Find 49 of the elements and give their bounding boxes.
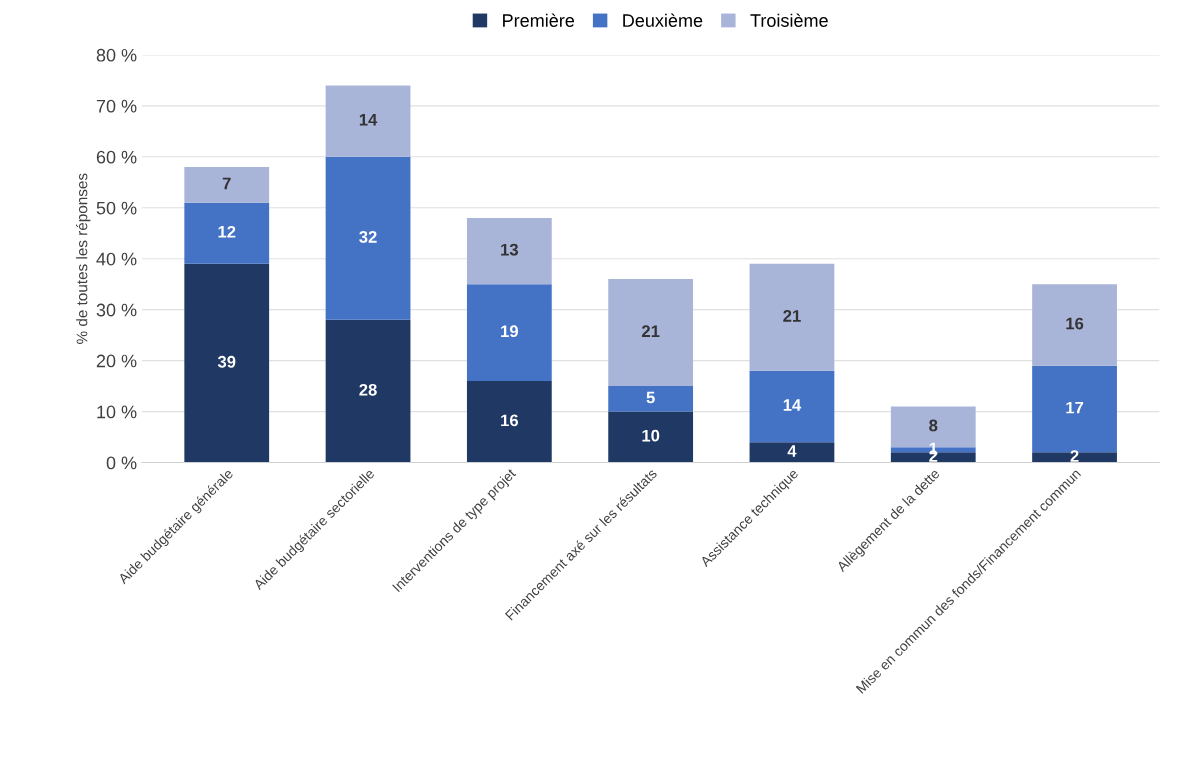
y-tick-label: 60 % <box>96 150 137 164</box>
data-label: 17 <box>1066 401 1084 414</box>
bar <box>325 85 411 157</box>
data-label: 8 <box>929 419 938 432</box>
bar <box>325 319 411 463</box>
data-label: 28 <box>359 383 377 396</box>
bar <box>608 411 694 463</box>
y-tick-label: 0 % <box>106 456 137 470</box>
y-tick-label: 30 % <box>96 303 137 317</box>
data-label: 5 <box>646 391 655 404</box>
bar <box>184 263 270 463</box>
bar <box>608 279 694 387</box>
bar <box>325 156 411 320</box>
y-tick-label: 20 % <box>96 354 137 368</box>
y-tick-label: 50 % <box>96 201 137 215</box>
data-label: 13 <box>501 243 519 256</box>
data-label: 16 <box>1066 317 1084 330</box>
y-tick-label: 40 % <box>96 252 137 266</box>
bar <box>749 370 835 443</box>
data-label: 10 <box>642 429 660 442</box>
bar <box>1032 284 1117 366</box>
data-label: 7 <box>222 177 231 190</box>
data-label: 4 <box>787 445 797 457</box>
legend-label: Première <box>503 13 575 27</box>
data-label: 21 <box>641 325 660 337</box>
bar <box>608 386 694 412</box>
bar <box>1032 452 1117 463</box>
y-tick-label: 80 % <box>96 48 137 62</box>
bar <box>466 284 552 382</box>
bar <box>466 381 552 463</box>
bar <box>466 217 552 285</box>
data-label: 21 <box>783 310 801 322</box>
data-label: 19 <box>501 325 518 338</box>
y-tick-label: 10 % <box>97 405 137 419</box>
data-label: 14 <box>359 113 378 126</box>
y-tick-label: 70 % <box>96 99 137 113</box>
bar <box>749 442 835 463</box>
y-axis-title: % de toutes les réponses <box>75 173 91 344</box>
bar <box>749 263 835 371</box>
bar <box>184 202 270 264</box>
legend-label: Deuxième <box>623 13 703 27</box>
data-label: 39 <box>217 355 236 368</box>
data-label: 16 <box>501 414 519 427</box>
data-label: 32 <box>359 231 377 243</box>
data-label: 12 <box>218 225 236 238</box>
data-label: 14 <box>783 399 802 411</box>
data-label: 2 <box>1070 450 1079 462</box>
bar <box>184 166 270 203</box>
legend-label: Troisième <box>750 13 828 27</box>
